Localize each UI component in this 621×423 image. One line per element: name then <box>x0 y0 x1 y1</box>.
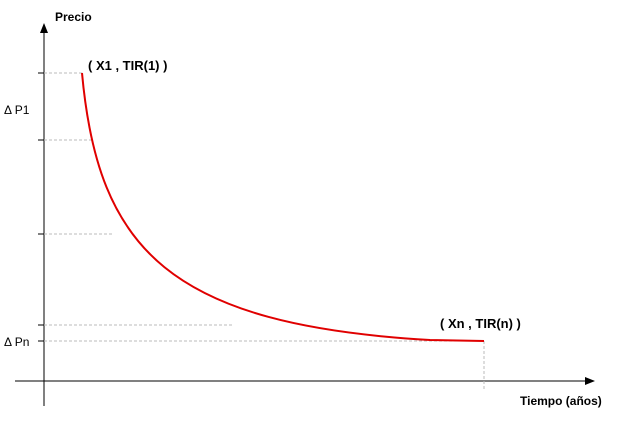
level-label: Δ Pn <box>4 335 29 349</box>
y-axis-label: Precio <box>55 10 92 24</box>
guide-lines <box>44 72 485 390</box>
point-label: ( X1 , TIR(1) ) <box>88 58 167 73</box>
curve <box>81 72 485 342</box>
point-label: ( Xn , TIR(n) ) <box>440 316 521 331</box>
y-ticks <box>38 72 44 342</box>
x-axis-label: Tiempo (años) <box>520 394 602 408</box>
level-label: Δ P1 <box>4 103 30 117</box>
